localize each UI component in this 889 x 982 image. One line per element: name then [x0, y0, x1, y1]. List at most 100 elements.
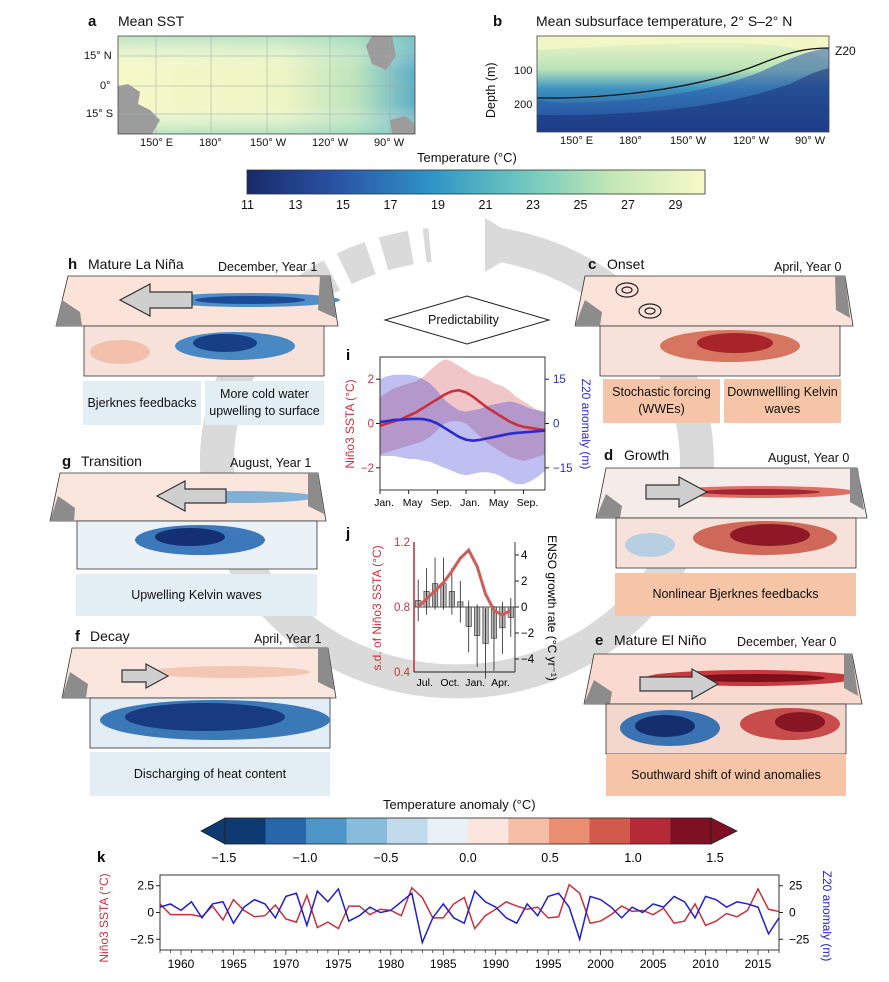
chart-k-letter: k [97, 849, 106, 866]
chart-k-xtick-label: 1975 [325, 957, 352, 971]
panel-f-title: Decay [90, 628, 130, 644]
panel-d-box-1: Nonlinear Bjerknes feedbacks [615, 573, 856, 616]
chart-k-xtick-label: 1960 [168, 957, 195, 971]
chart-k-xtick-label: 2005 [640, 957, 667, 971]
colorbar-top-tick: 29 [668, 198, 683, 212]
chart-k-ytick-left-label: 0 [147, 906, 154, 920]
colorbar-bottom-frame [224, 817, 712, 845]
chart-i-band-right [380, 374, 545, 485]
chart-j-ytick-left-label: 0.8 [394, 602, 410, 614]
chart-k-ylabel-right: Z20 anomaly (m) [820, 871, 834, 962]
chart-i-ytick-left-label: 0 [368, 419, 374, 431]
colorbar-bottom-swatch [670, 818, 712, 844]
chart-k-xtick-label: 1965 [220, 957, 247, 971]
lat-tick: 0° [100, 80, 111, 92]
chart-i-xtick-label: Sep. [431, 497, 453, 509]
lon-tick: 180° [619, 135, 642, 147]
colorbar-bottom-swatch [265, 818, 307, 844]
chart-k-ytick-left-label: 2.5 [137, 879, 154, 893]
lon-tick: 150° W [670, 135, 707, 147]
chart-i-xtick-label: May [403, 497, 424, 509]
chart-j-ytick-right-label: −2 [521, 628, 534, 640]
chart-i-ylabel-right: Z20 anomaly (m) [579, 379, 593, 470]
colorbar-bottom-swatch [387, 818, 428, 844]
colorbar-top-tick: 11 [241, 198, 254, 212]
colorbar-bottom-tick: 1.0 [624, 851, 641, 865]
lon-tick: 150° E [560, 135, 594, 147]
panel-g-time: August, Year 1 [230, 456, 312, 470]
colorbar-bottom-tick: 0.5 [541, 851, 558, 865]
colorbar-bottom-swatch [306, 818, 347, 844]
chart-i-ylabel-left: Niño3 SSTA (°C) [343, 379, 357, 468]
colorbar-top-tick: 25 [573, 198, 588, 212]
colorbar-bottom-swatch [225, 818, 266, 844]
panel-h-box-1: Bjerknes feedbacks [83, 381, 201, 425]
chart-j-line [417, 547, 512, 617]
chart-j-ytick-left-label: 1.2 [394, 537, 410, 549]
chart-j-ytick-right-label: 0 [521, 602, 527, 614]
chart-i-xtick-label: May [489, 497, 510, 509]
chart-k-line-right [159, 887, 780, 945]
lon-tick: 180° [199, 137, 222, 149]
chart-k-ylabel-left: Niño3 SSTA (°C) [97, 873, 111, 962]
chart-i-ytick-right-label: 15 [553, 374, 566, 386]
panel-f-box-1: Discharging of heat content [90, 752, 330, 796]
panel-d-time: August, Year 0 [768, 451, 850, 465]
colorbar-bottom-title: Temperature anomaly (°C) [383, 797, 536, 812]
chart-j-letter: j [345, 525, 350, 542]
predictability-label: Predictability [428, 313, 499, 327]
chart-j-ytick-right-label: −4 [521, 654, 535, 666]
chart-i-ytick-right-label: −15 [553, 463, 573, 475]
colorbar-top-tick: 15 [336, 198, 350, 212]
colorbar-bottom-tick: −1.0 [293, 851, 318, 865]
panel-c-time: April, Year 0 [774, 260, 842, 274]
z20-contour-label: Z20 [835, 44, 856, 58]
lon-tick: 120° W [312, 137, 349, 149]
chart-k-xtick-label: 1970 [273, 957, 300, 971]
colorbar-top-tick: 13 [288, 198, 303, 212]
colorbar-top-tick: 23 [526, 198, 540, 212]
chart-i-xtick-label: Jan. [460, 497, 480, 509]
colorbar-top-tick: 21 [478, 198, 493, 212]
chart-i-ytick-right-label: 0 [553, 419, 559, 431]
chart-k-xtick-label: 2010 [692, 957, 719, 971]
panel-e-title: Mature El Niño [614, 632, 707, 648]
colorbar-bottom-tick: −1.5 [212, 851, 237, 865]
panel-letter-f: f [75, 628, 80, 645]
chart-k-ytick-left-label: −2.5 [130, 932, 154, 946]
chart-k-xtick-label: 1990 [482, 957, 509, 971]
colorbar-bottom-swatch [589, 818, 631, 844]
panel-letter-d: d [604, 447, 614, 464]
chart-j-ytick-right-label: 4 [521, 550, 528, 562]
chart-k-xtick-label: 1995 [535, 957, 562, 971]
chart-i-ytick-left-label: 2 [368, 374, 374, 386]
colorbar-bottom-swatch [427, 818, 469, 844]
panel-letter-h: h [68, 256, 78, 273]
chart-j-xtick-label: Apr. [491, 677, 510, 689]
lon-tick: 150° E [140, 137, 174, 149]
chart-k-xtick-label: 2015 [745, 957, 772, 971]
colorbar-top-title: Temperature (°C) [417, 150, 517, 165]
depth-tick: 100 [514, 65, 533, 77]
chart-j-xtick-label: Jan. [465, 677, 485, 689]
lon-tick: 150° W [250, 137, 287, 149]
lon-tick: 90° W [795, 135, 826, 147]
chart-j-ylabel-right: ENSO growth rate (°C yr⁻¹) [545, 535, 559, 681]
lon-tick: 90° W [374, 137, 405, 149]
panel-h-time: December, Year 1 [218, 260, 318, 274]
chart-i-ytick-left-label: −2 [361, 463, 374, 475]
colorbar-bottom-swatch [346, 818, 388, 844]
chart-j-ytick-left-label: 0.4 [394, 667, 411, 679]
panel-e-time: December, Year 0 [737, 635, 837, 649]
chart-k-xtick-label: 2000 [587, 957, 614, 971]
chart-i-letter: i [346, 347, 350, 364]
